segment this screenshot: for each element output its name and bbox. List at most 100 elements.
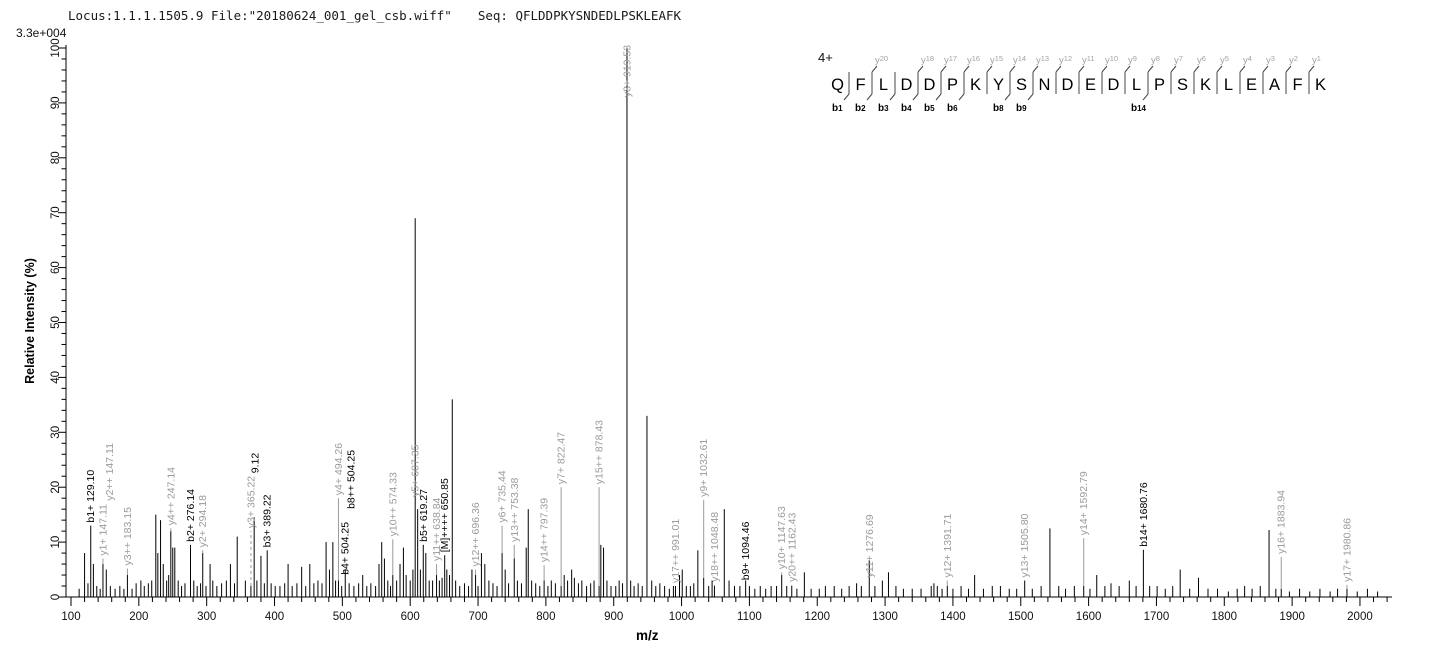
residue-letter: Y <box>993 76 1004 94</box>
y-tick-label: 30 <box>50 426 62 439</box>
y-tick-label: 50 <box>50 316 62 329</box>
b-ion-label: b3+ 389.22 <box>262 494 274 547</box>
y-ion-number: y16 <box>967 54 980 66</box>
y-ion-label: y2+ 294.18 <box>197 495 209 547</box>
y-tick-label: 60 <box>50 261 62 274</box>
b-ion-number: b14 <box>1131 103 1147 114</box>
y-ion-number: y4 <box>1243 54 1252 66</box>
y-ion-label: y13++ 753.38 <box>509 477 521 541</box>
b-ion-tick <box>912 93 919 101</box>
y-ion-number: y2 <box>1289 54 1298 66</box>
axis-ticks <box>58 47 1388 606</box>
y-ion-number: y8 <box>1151 54 1160 66</box>
x-tick-label: 800 <box>536 611 555 623</box>
y-ion-tick <box>1009 65 1016 73</box>
residue-letter: K <box>970 76 981 94</box>
sequence-text: Seq: QFLDDPKYSNDEDLPSKLEAFK <box>477 8 682 23</box>
y-ion-label: y4++ 247.14 <box>165 467 177 526</box>
header: Locus:1.1.1.1505.9 File:"20180624_001_ge… <box>68 8 681 23</box>
y-ion-label: y10+ 1147.63 <box>776 506 788 569</box>
y-ion-label: y17+ 1980.86 <box>1341 518 1353 582</box>
residue-letter: E <box>1246 76 1257 94</box>
x-tick-label: 400 <box>265 611 284 623</box>
b-ion-label: b8++ 504.25 <box>346 450 358 509</box>
x-tick-label: 1500 <box>1008 611 1034 623</box>
y-ion-label: y11+ 1276.69 <box>864 514 876 577</box>
x-tick-label: 1300 <box>872 611 898 623</box>
y-ion-number: y15 <box>990 54 1003 66</box>
residue-letter: D <box>901 76 913 94</box>
residue-letter: L <box>1132 76 1141 94</box>
y-ion-tick <box>1147 65 1154 73</box>
residue-letter: F <box>1292 76 1302 94</box>
b-ion-tick <box>935 93 942 101</box>
y-tick-label: 20 <box>50 481 62 494</box>
y-ion-label: y14+ 1592.79 <box>1078 471 1090 535</box>
b-ion-label: b14+ 1680.76 <box>1138 482 1150 547</box>
y-tick-label: 70 <box>50 206 62 219</box>
x-tick-label: 1700 <box>1144 611 1170 623</box>
y-ion-number: y3 <box>1266 54 1275 66</box>
b-ion-tick <box>843 93 850 101</box>
residue-letter: F <box>855 76 865 94</box>
y-ion-tick <box>963 65 970 73</box>
y-ion-number: y20 <box>875 54 888 66</box>
residue-letter: L <box>879 76 888 94</box>
x-tick-label: 1800 <box>1211 611 1237 623</box>
background-peaks <box>78 399 1379 597</box>
y-ion-label: y3+ 365.22 <box>245 476 257 528</box>
y-ion-label: y7+ 822.47 <box>556 432 568 484</box>
y-ion-label: y11++ 638.84 <box>431 497 443 561</box>
b-ion-label: b4+ 504.25 <box>340 522 352 575</box>
b-ion-label: b2+ 276.14 <box>185 489 197 542</box>
b-ion-tick <box>1027 93 1034 101</box>
x-tick-label: 2000 <box>1347 611 1373 623</box>
y-ion-label: y12+ 1391.71 <box>942 513 954 577</box>
y-ion-tick <box>1239 65 1246 73</box>
y-ion-label: y14++ 797.39 <box>539 498 551 562</box>
intensity-scale-note: 3.3e+004 <box>16 26 67 40</box>
residue-letter: S <box>1177 76 1188 94</box>
b-ion-label: b9+ 1094.46 <box>740 521 752 580</box>
locus-text: Locus:1.1.1.1505.9 <box>68 8 204 23</box>
b-ion-number: b3 <box>878 103 889 114</box>
residue-letter: A <box>1269 76 1280 94</box>
y-ion-label: y2++ 147.11 <box>104 443 116 501</box>
y-ion-number: y12 <box>1059 54 1072 66</box>
y-ion-number: y5 <box>1220 54 1229 66</box>
y-ion-label: y13+ 1505.80 <box>1019 513 1031 577</box>
b-ion-tick <box>1004 93 1011 101</box>
precursor-charge-label: 4+ <box>818 50 833 65</box>
y-ion-label: y3++ 183.15 <box>122 507 134 566</box>
x-tick-label: 300 <box>197 611 216 623</box>
y-ion-tick <box>1285 65 1292 73</box>
residue-letter: D <box>1108 76 1120 94</box>
residue-letter: L <box>1224 76 1233 94</box>
residue-letter: N <box>1039 76 1051 94</box>
y-ion-label: y16+ 1883.94 <box>1276 490 1288 554</box>
residue-letter: S <box>1016 76 1027 94</box>
x-tick-label: 1600 <box>1076 611 1102 623</box>
axis-tick-labels: 0 10 20 30 40 50 60 70 80 90 100 100 200 300 400 500 600… <box>50 38 1373 623</box>
y-ion-label: y18++ 1048.48 <box>709 512 721 582</box>
residue-letter: P <box>1154 76 1165 94</box>
y-ion-tick <box>1078 65 1085 73</box>
y-ion-tick <box>1101 65 1108 73</box>
residue-letter: E <box>1085 76 1096 94</box>
y-ion-number: y13 <box>1036 54 1049 66</box>
b-ion-number: b5 <box>924 103 935 114</box>
y-tick-label: 40 <box>50 371 62 384</box>
y-ion-number: y11 <box>1082 54 1095 66</box>
y-ion-tick <box>940 65 947 73</box>
y-tick-label: 90 <box>50 97 62 110</box>
residue-letter: D <box>924 76 936 94</box>
y-ion-label: y1+ 147.11 <box>97 504 109 556</box>
y-ion-tick <box>1193 65 1200 73</box>
x-tick-label: 700 <box>468 611 487 623</box>
y-tick-label: 10 <box>50 536 62 549</box>
y-tick-label: 100 <box>50 38 62 57</box>
y-ion-tick <box>871 65 878 73</box>
